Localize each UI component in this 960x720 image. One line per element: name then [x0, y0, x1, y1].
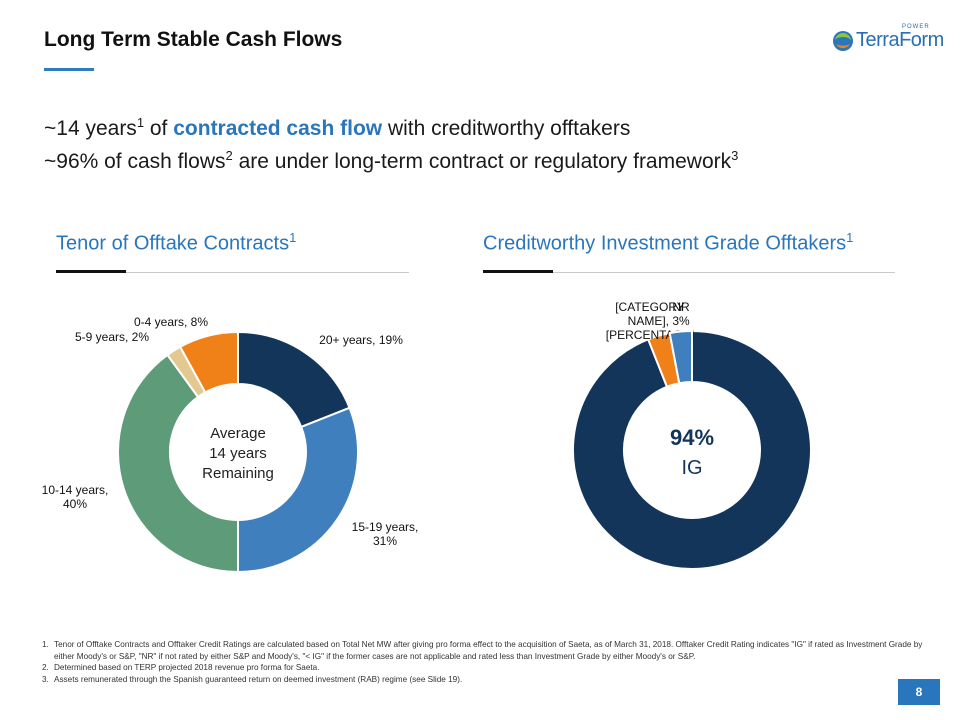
donut-slice-15-19-years [237, 406, 359, 574]
donut-slice-ig [572, 329, 812, 570]
data-label: 20+ years, 19% [319, 333, 403, 347]
donut-center-text: 94% IG [670, 425, 714, 479]
headline-cashflows: ~96% of cash flows2 are under long-term … [44, 148, 739, 173]
data-label: 0-4 years, 8% [134, 315, 208, 329]
offtaker-section-title: Creditworthy Investment Grade Offtakers1 [483, 230, 854, 255]
donut-slice-nr [668, 329, 693, 385]
headline-tenor: ~14 years1 of contracted cash flow with … [44, 115, 631, 140]
logo-mark-icon [833, 31, 853, 51]
donut-center-text: Average 14 years Remaining [202, 425, 274, 482]
donut-slice-0-4-years [178, 330, 239, 394]
tenor-section-title: Tenor of Offtake Contracts1 [56, 230, 297, 255]
logo-superscript: POWER [902, 24, 930, 30]
offtaker-section-rule [483, 270, 895, 273]
data-label: NR 3% [672, 300, 690, 328]
page-number: 8 [898, 679, 940, 705]
tenor-section-rule [56, 270, 409, 273]
logo-wordmark: TerraForm [856, 29, 944, 51]
footnote-1: 1. Tenor of Offtake Contracts and Offtake… [42, 640, 923, 661]
data-label: 5-9 years, 2% [75, 330, 149, 344]
footnotes: 1. Tenor of Offtake Contracts and Offtake… [30, 639, 930, 685]
data-label: 10-14 years, 40% [42, 483, 109, 511]
footnote-3: 3. Assets remunerated through the Spanish… [42, 674, 463, 684]
donut-slice-10-14-years [117, 353, 239, 574]
data-label: 15-19 years, 31% [352, 520, 419, 548]
footnote-2: 2. Determined based on TERP projected 201… [42, 663, 320, 673]
slide-title: Long Term Stable Cash Flows [44, 28, 343, 51]
terraform-logo: TerraForm POWER [832, 24, 944, 54]
title-underline [44, 68, 94, 71]
